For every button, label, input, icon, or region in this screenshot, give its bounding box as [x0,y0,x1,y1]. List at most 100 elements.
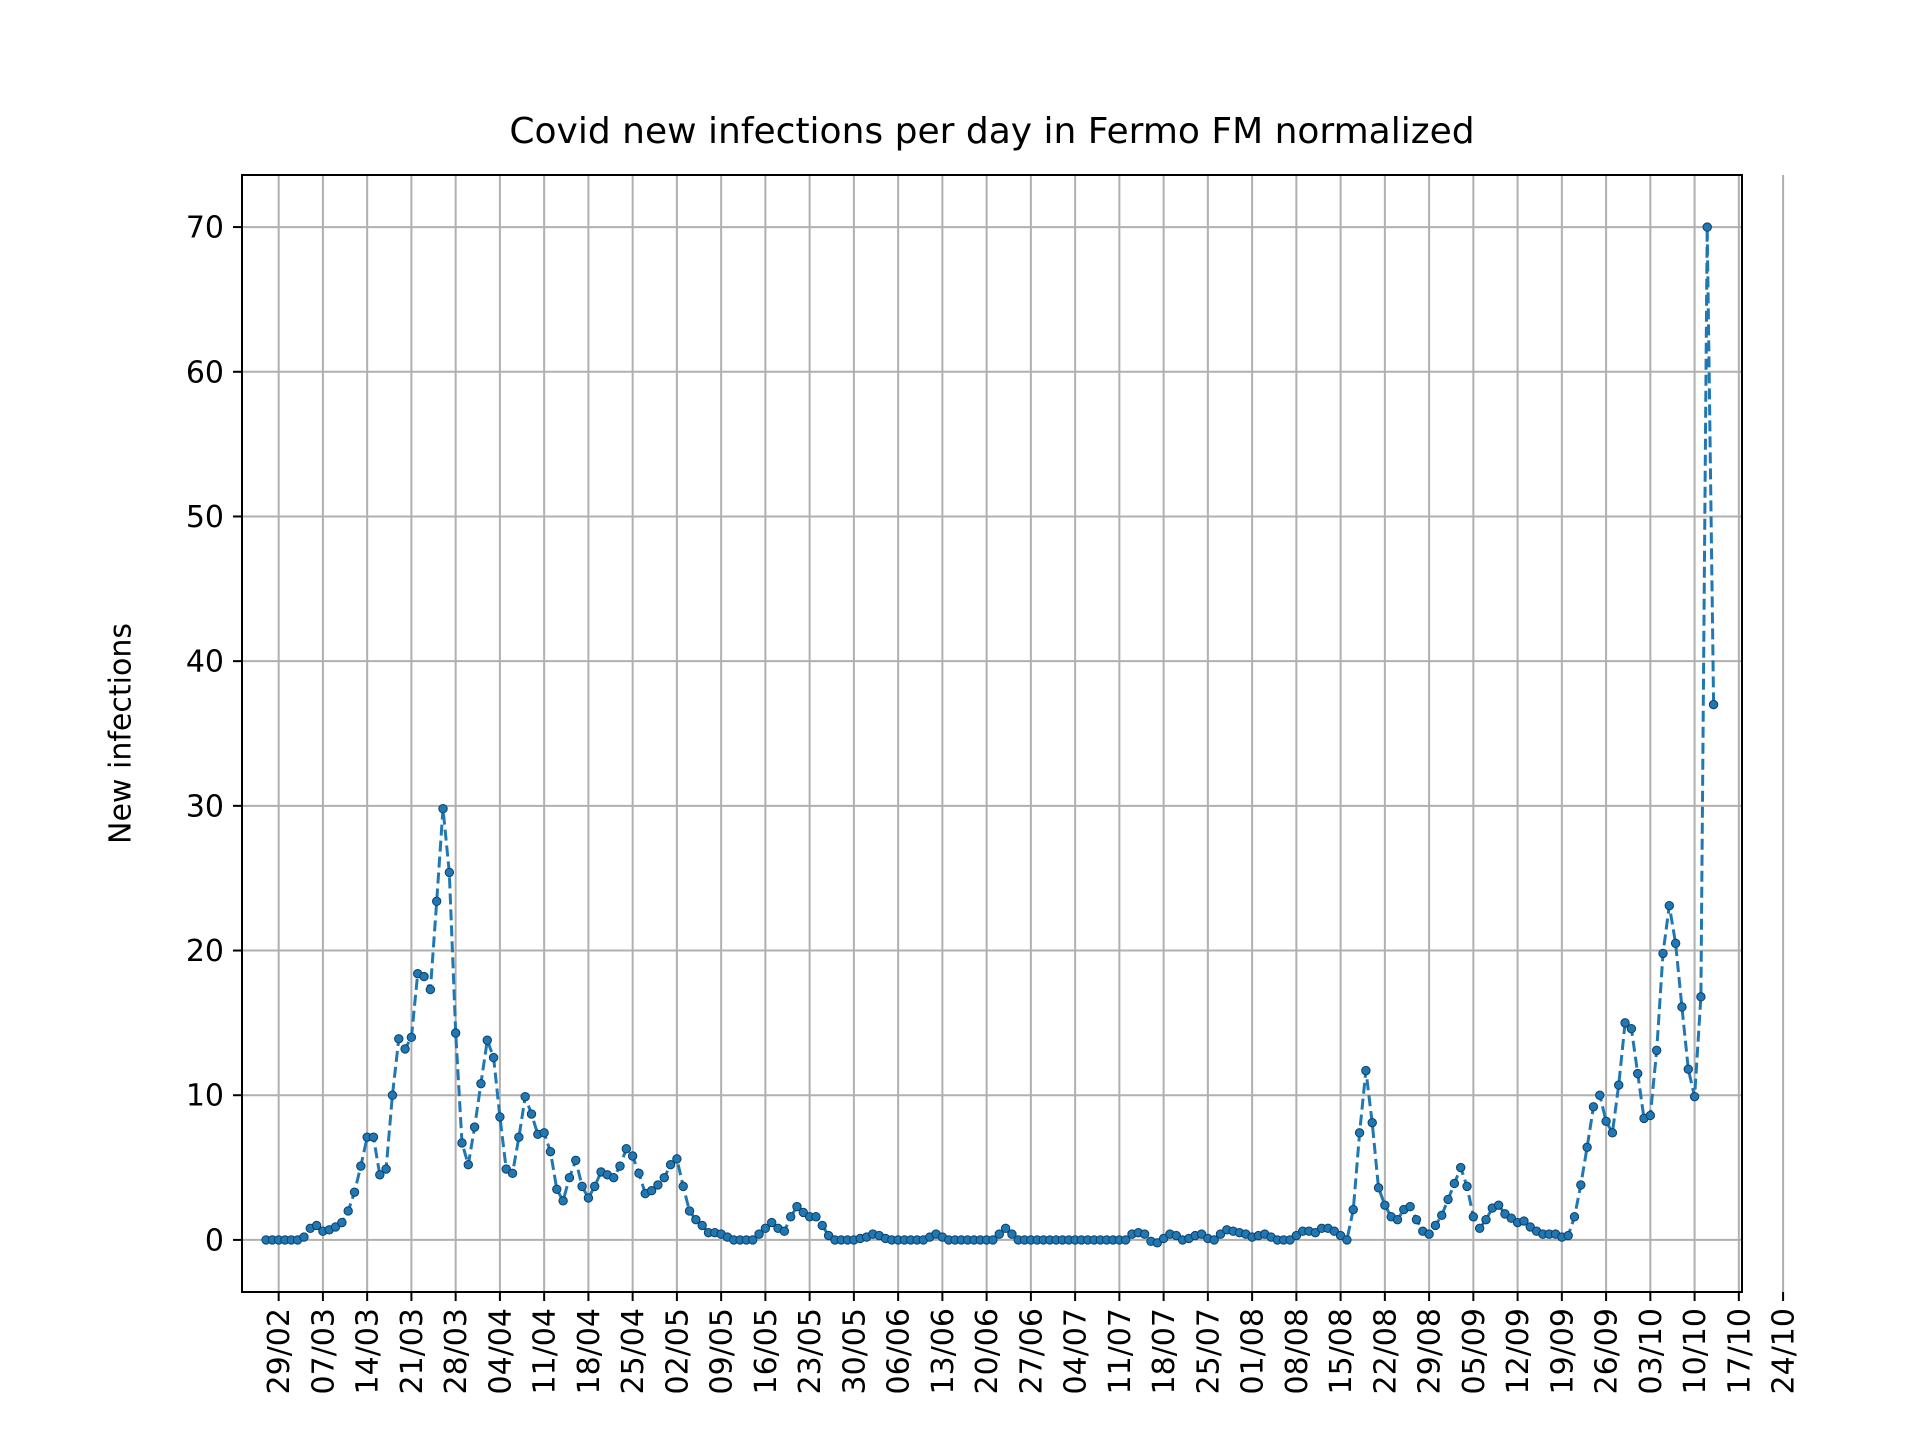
data-point [1291,1230,1302,1241]
y-tick-label: 30 [186,789,224,824]
x-tick-label: 14/03 [351,1308,386,1394]
data-point [1506,1213,1516,1223]
x-tick-label: 04/07 [1059,1308,1094,1394]
data-point [1430,1220,1441,1231]
data-point [1354,1128,1365,1138]
data-point [488,1052,499,1063]
data-point [482,1035,492,1045]
data-point [767,1217,777,1228]
data-point [438,804,448,814]
data-point [387,1090,398,1100]
data-point [1120,1235,1131,1245]
data-point [1519,1216,1529,1226]
data-point [381,1164,391,1174]
data-point [450,1028,461,1038]
data-point [476,1078,486,1089]
data-point [823,1230,834,1241]
y-axis-label: New infections [104,623,139,844]
data-point [419,971,429,982]
data-point [552,1184,562,1194]
data-point [684,1206,695,1216]
data-point [1569,1212,1580,1222]
x-tick-label: 21/03 [395,1308,430,1394]
x-tick-label: 25/04 [616,1308,651,1394]
plot-frame [241,174,1743,1293]
x-tick-label: 07/03 [306,1308,341,1394]
data-point [994,1229,1004,1239]
x-tick-label: 11/04 [528,1308,563,1394]
data-point [1342,1235,1352,1245]
x-tick-label: 20/06 [970,1308,1005,1394]
x-tick-label: 02/05 [660,1308,695,1394]
data-point [1696,992,1706,1002]
data-point [1380,1200,1390,1210]
data-point [1405,1201,1415,1212]
x-tick-label: 16/05 [749,1308,784,1394]
data-point [299,1232,309,1242]
data-point [627,1151,638,1161]
data-point [1329,1226,1339,1236]
x-tick-label: 11/07 [1103,1308,1138,1394]
data-point [539,1128,549,1138]
x-tick-label: 17/10 [1722,1308,1757,1394]
data-point [501,1164,511,1174]
data-point [400,1044,410,1054]
data-point [1664,900,1675,911]
x-tick-label: 15/08 [1324,1308,1359,1394]
data-point [1462,1181,1472,1192]
data-point [811,1212,821,1222]
data-point [1152,1238,1162,1248]
data-point [792,1201,802,1212]
data-point [1335,1230,1346,1241]
data-point [1563,1230,1573,1241]
data-point [646,1186,657,1196]
data-point [394,1034,404,1044]
data-point [634,1168,644,1179]
x-tick-label: 23/05 [793,1308,828,1394]
data-point [1582,1142,1592,1153]
data-point [463,1159,473,1170]
data-point [1658,948,1668,959]
data-point [691,1214,701,1225]
data-point [1626,1023,1637,1034]
data-point [1645,1110,1656,1121]
data-point [1500,1209,1510,1219]
data-point [1576,1180,1586,1190]
data-point [526,1109,537,1119]
data-point [1310,1227,1321,1238]
x-tick-label: 09/05 [705,1308,740,1394]
data-point [564,1172,575,1183]
data-point [1677,1002,1687,1012]
data-point [1525,1222,1535,1232]
data-point [1361,1065,1371,1076]
data-point [558,1196,568,1206]
data-point [697,1220,707,1231]
y-tick-label: 20 [186,934,224,969]
x-tick-label: 05/09 [1457,1308,1492,1394]
data-point [760,1223,771,1234]
y-tick-label: 0 [205,1223,224,1258]
data-point [444,867,455,878]
x-tick-label: 18/07 [1147,1308,1182,1394]
data-point [1196,1229,1207,1239]
data-point [1424,1229,1434,1239]
data-point [1443,1194,1453,1205]
x-tick-label: 03/10 [1634,1308,1669,1394]
data-point [1614,1080,1624,1090]
data-point [375,1170,385,1180]
data-point [1633,1068,1643,1079]
grid [242,175,1785,1292]
data-point [1209,1235,1219,1245]
data-point [665,1159,676,1170]
x-tick-label: 06/06 [882,1308,917,1394]
data-point [678,1181,688,1192]
data-point [653,1180,663,1190]
data-point [368,1132,379,1142]
data-point [330,1222,341,1232]
chart-title: Covid new infections per day in Fermo FM… [509,111,1474,152]
data-point [469,1122,480,1132]
data-point [495,1112,505,1122]
